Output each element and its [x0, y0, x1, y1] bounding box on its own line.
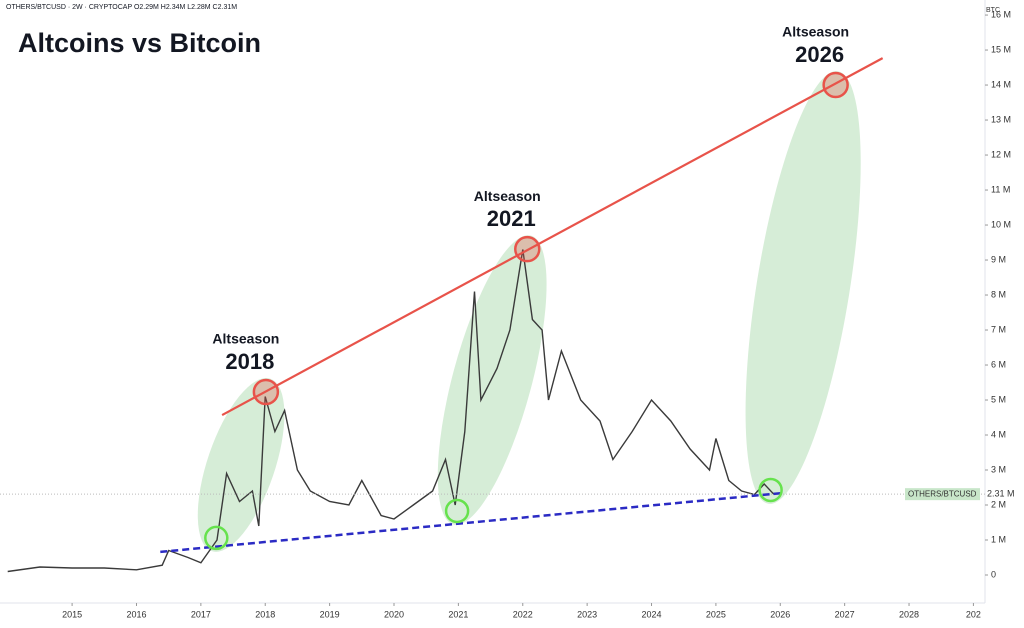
wave-ellipse	[437, 235, 547, 525]
annotation-year: 2018	[225, 349, 274, 374]
y-unit: BTC	[986, 7, 1000, 14]
price-tag-name: OTHERS/BTCUSD	[908, 489, 977, 498]
wave-ellipse	[197, 378, 285, 552]
y-tick-label: 0	[991, 569, 996, 579]
x-tick-label: 2026	[770, 609, 790, 619]
annotation-label: Altseason	[212, 331, 279, 347]
wave-ellipse	[745, 71, 861, 504]
peak-circle	[822, 71, 849, 99]
annotation-label: Altseason	[474, 188, 541, 204]
y-tick-label: 3 M	[991, 464, 1006, 474]
bottom-circle	[444, 498, 470, 524]
bottom-circle	[758, 477, 783, 503]
price-tag-label: 2.31 M	[987, 489, 1015, 499]
bottom-circle	[204, 525, 229, 551]
y-tick-label: 7 M	[991, 324, 1006, 334]
x-tick-label: 2019	[320, 609, 340, 619]
annotation-year: 2026	[795, 42, 844, 67]
chart-header: OTHERS/BTCUSD · 2W · CRYPTOCAP O2.29M H2…	[6, 4, 237, 11]
y-tick-label: 15 M	[991, 44, 1011, 54]
x-tick-label: 2018	[255, 609, 275, 619]
x-tick-label: 2025	[706, 609, 726, 619]
y-tick-label: 11 M	[991, 184, 1010, 194]
x-tick-label: 2015	[62, 609, 82, 619]
price-tag-bg	[905, 488, 980, 501]
peak-circle	[514, 235, 541, 263]
trendline	[160, 491, 782, 554]
y-tick-label: 8 M	[991, 289, 1006, 299]
y-tick-label: 14 M	[991, 79, 1011, 89]
x-tick-label: 2028	[899, 609, 919, 619]
price-line	[7, 249, 775, 573]
annotation-label: Altseason	[782, 24, 849, 40]
x-tick-label: 2020	[384, 609, 404, 619]
trendline	[221, 57, 884, 417]
y-tick-label: 1 M	[991, 534, 1006, 544]
y-tick-label: 4 M	[991, 429, 1006, 439]
annotation-year: 2021	[487, 206, 536, 231]
y-tick-label: 2 M	[991, 499, 1006, 509]
y-tick-label: 9 M	[991, 254, 1006, 264]
y-tick-label: 16 M	[991, 9, 1011, 19]
x-tick-label: 2017	[191, 609, 211, 619]
x-tick-label: 2021	[448, 609, 468, 619]
x-tick-label: 2023	[577, 609, 597, 619]
x-tick-label: 2016	[126, 609, 146, 619]
y-tick-label: 6 M	[991, 359, 1006, 369]
y-tick-label: 5 M	[991, 394, 1006, 404]
y-tick-label: 10 M	[991, 219, 1011, 229]
y-tick-label: 13 M	[991, 114, 1011, 124]
x-tick-label: 2022	[513, 609, 533, 619]
y-tick-label: 12 M	[991, 149, 1011, 159]
peak-circle	[252, 378, 280, 406]
chart-title: Altcoins vs Bitcoin	[18, 28, 261, 58]
x-tick-label: 2024	[642, 609, 662, 619]
x-tick-label: 202	[966, 609, 981, 619]
x-tick-label: 2027	[835, 609, 855, 619]
